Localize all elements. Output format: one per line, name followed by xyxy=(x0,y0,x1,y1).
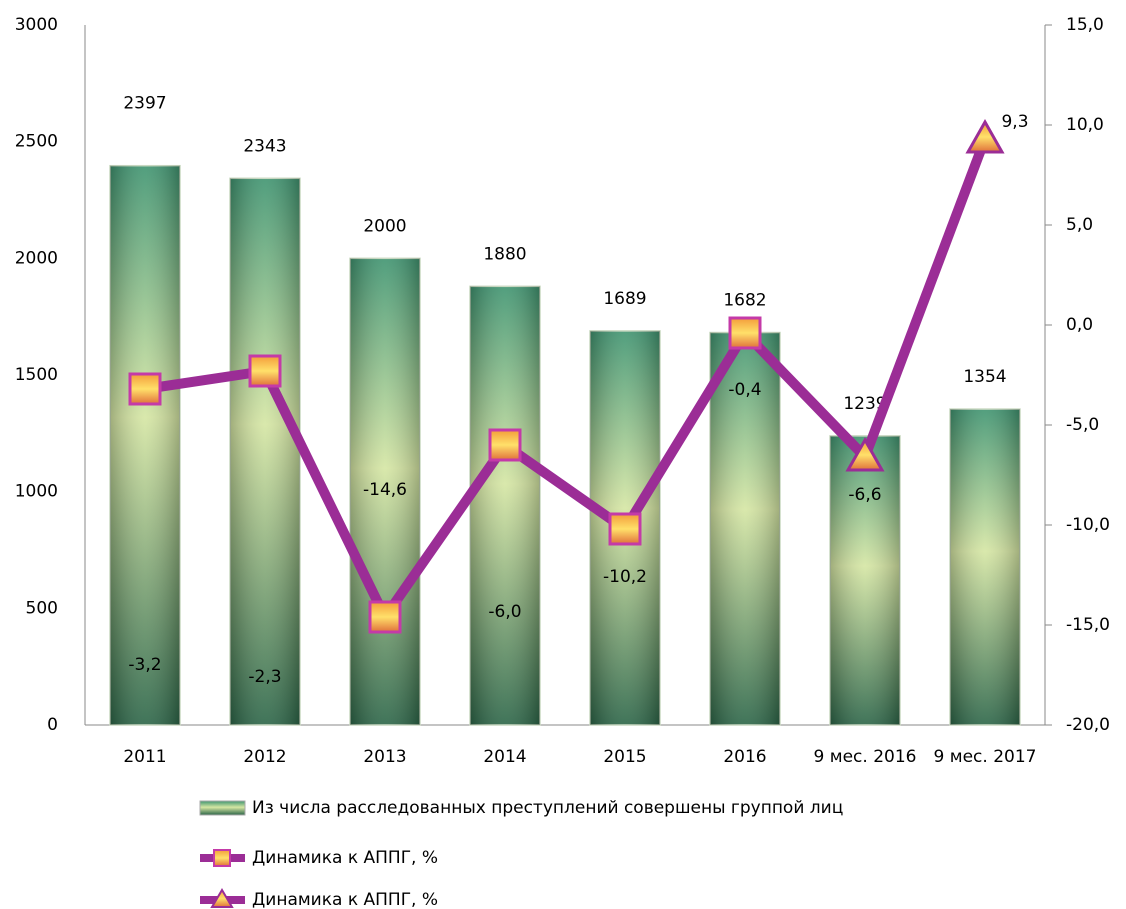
y-tick-label: 500 xyxy=(26,598,58,618)
y-tick-label: 2000 xyxy=(15,248,58,268)
y2-tick-label: -15,0 xyxy=(1066,615,1110,635)
data-label: -6,0 xyxy=(488,602,521,622)
x-tick-label: 9 мес. 2017 xyxy=(934,747,1037,767)
bar-shade xyxy=(350,258,420,725)
marker xyxy=(368,600,402,634)
marker xyxy=(488,428,522,462)
data-label: -0,4 xyxy=(728,380,761,400)
marker xyxy=(248,354,282,388)
bar-label: 1239 xyxy=(843,394,886,414)
marker xyxy=(128,372,162,406)
x-tick-label: 2011 xyxy=(123,747,166,767)
bar-shade xyxy=(110,165,180,725)
y2-tick-label: 10,0 xyxy=(1066,115,1104,135)
data-label: -10,2 xyxy=(603,567,647,587)
x-tick-label: 2015 xyxy=(603,747,646,767)
marker xyxy=(608,512,642,546)
x-tick-label: 2014 xyxy=(483,747,526,767)
legend-marker xyxy=(213,849,231,867)
y-tick-label: 1000 xyxy=(15,482,58,502)
marker xyxy=(728,316,762,350)
y-tick-label: 1500 xyxy=(15,365,58,385)
y-tick-label: 2500 xyxy=(15,132,58,152)
bar-label: 2000 xyxy=(363,216,406,236)
y2-tick-label: 0,0 xyxy=(1066,315,1093,335)
data-label: 9,3 xyxy=(1001,112,1028,132)
bar-shade xyxy=(830,435,900,725)
y2-tick-label: -10,0 xyxy=(1066,515,1110,535)
bar-shade xyxy=(470,286,540,725)
data-label: -3,2 xyxy=(128,655,161,675)
bar-shade xyxy=(710,332,780,725)
bar-label: 2397 xyxy=(123,94,166,114)
legend-swatch xyxy=(199,800,246,816)
bar-shade xyxy=(230,178,300,726)
y-tick-label: 3000 xyxy=(15,15,58,35)
bar-shade xyxy=(950,409,1020,725)
bar-label: 1880 xyxy=(483,244,526,264)
x-tick-label: 2016 xyxy=(723,747,766,767)
legend-label: Динамика к АППГ, % xyxy=(252,890,438,909)
x-tick-label: 2013 xyxy=(363,747,406,767)
y2-tick-label: 15,0 xyxy=(1066,15,1104,35)
data-label: -2,3 xyxy=(248,667,281,687)
y2-tick-label: -5,0 xyxy=(1066,415,1099,435)
data-label: -6,6 xyxy=(848,485,881,505)
x-tick-label: 2012 xyxy=(243,747,286,767)
bar-label: 1682 xyxy=(723,291,766,311)
legend-label: Динамика к АППГ, % xyxy=(252,848,438,868)
line-connector xyxy=(740,328,870,462)
bar-label: 1689 xyxy=(603,289,646,309)
y2-tick-label: 5,0 xyxy=(1066,215,1093,235)
line xyxy=(860,137,990,459)
legend-label: Из числа расследованных преступлений сов… xyxy=(252,798,843,818)
legend-marker xyxy=(210,888,234,908)
bar-label: 1354 xyxy=(963,367,1006,387)
x-tick-label: 9 мес. 2016 xyxy=(814,747,917,767)
data-label: -14,6 xyxy=(363,480,407,500)
bar-label: 2343 xyxy=(243,136,286,156)
marker xyxy=(965,118,1005,154)
y2-tick-label: -20,0 xyxy=(1066,715,1110,735)
line xyxy=(144,330,750,622)
marker xyxy=(845,436,885,472)
y-tick-label: 0 xyxy=(47,715,58,735)
